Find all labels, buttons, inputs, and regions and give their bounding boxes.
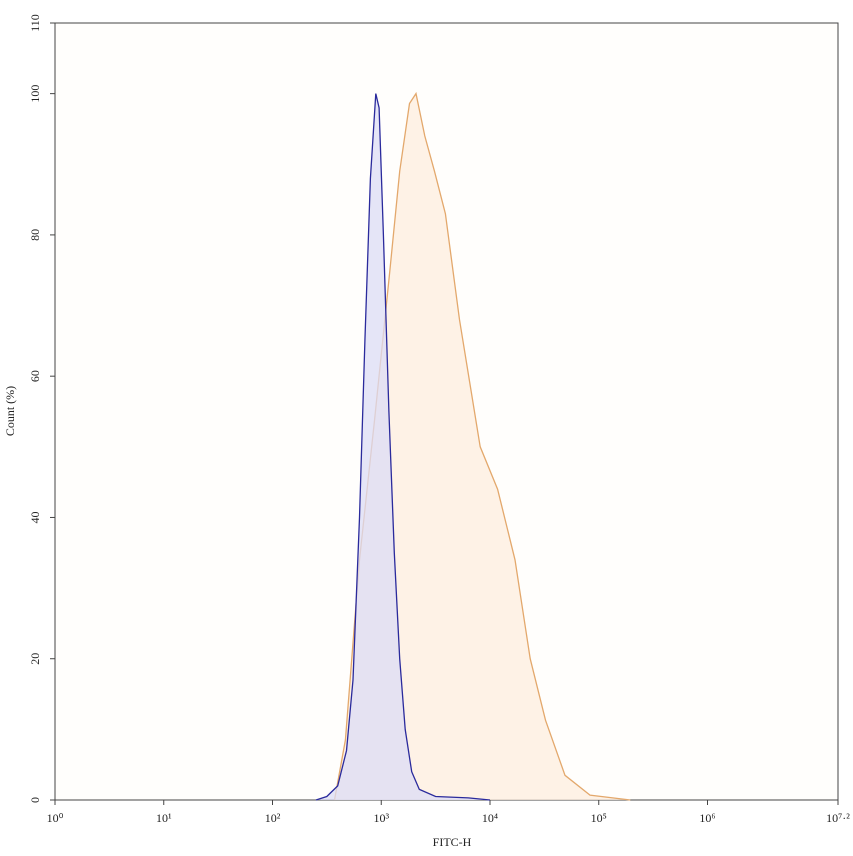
x-tick-label: 10⁷·² [826,811,850,825]
x-tick-label: 10⁶ [699,811,715,825]
x-tick-label: 10¹ [156,811,172,825]
y-tick-label: 110 [28,14,42,32]
y-tick-label: 20 [28,653,42,665]
y-tick-label: 100 [28,85,42,103]
y-axis-label: Count (%) [3,386,17,436]
histogram-curve [315,93,491,801]
y-tick-label: 0 [28,797,42,803]
y-tick-label: 60 [28,370,42,382]
x-tick-label: 10⁵ [591,811,607,825]
x-tick-label: 10² [265,811,281,825]
x-tick-label: 10³ [373,811,389,825]
y-tick-label: 40 [28,511,42,523]
x-axis-label: FITC-H [433,835,472,849]
y-tick-label: 80 [28,229,42,241]
x-tick-label: 10⁰ [47,811,64,825]
x-tick-label: 10⁴ [482,811,498,825]
